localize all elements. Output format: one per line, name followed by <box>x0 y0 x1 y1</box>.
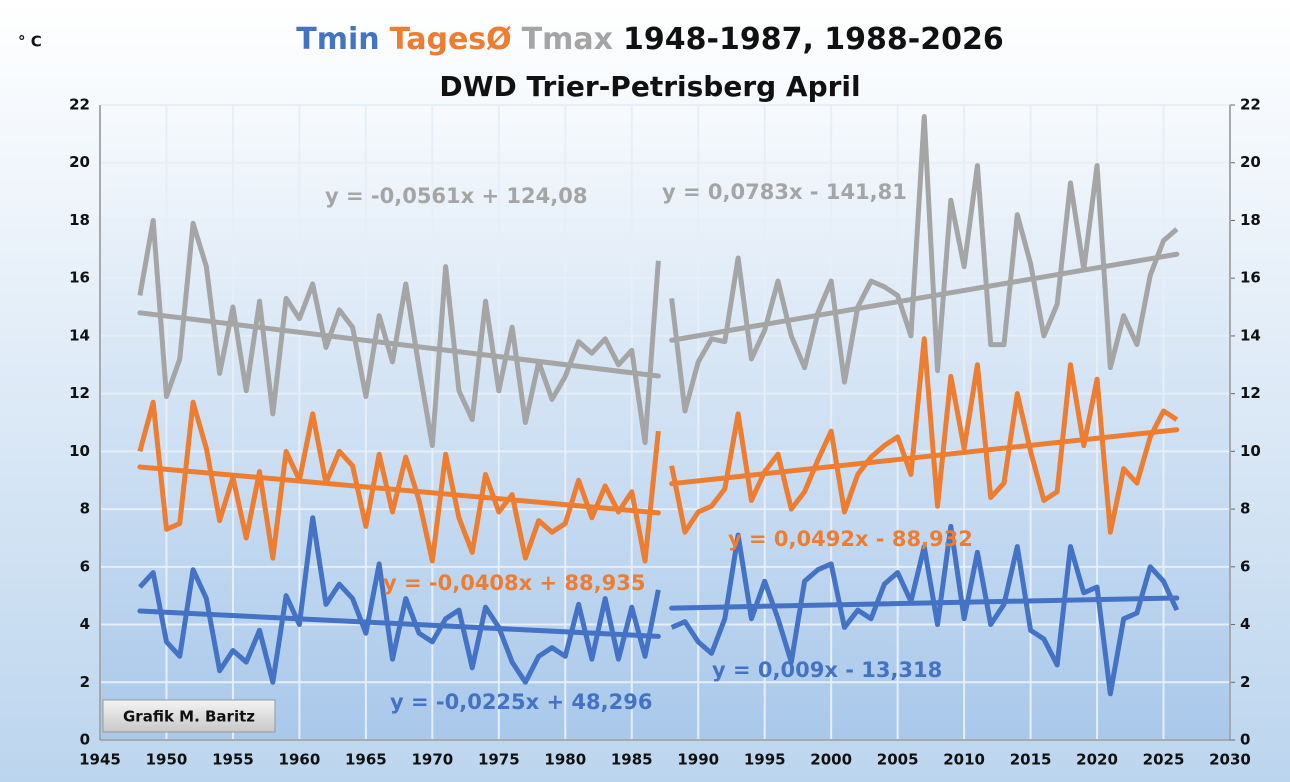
y-tick-label: 8 <box>80 500 90 518</box>
trend-line <box>137 464 661 516</box>
data-line <box>137 399 661 564</box>
y-tick-label: 2 <box>80 673 90 691</box>
x-tick-label: 2005 <box>877 751 919 769</box>
trend-line <box>669 595 1180 611</box>
y2-tick-label: 0 <box>1240 731 1250 749</box>
chart-title: Tmin TagesØ Tmax 1948-1987, 1988-2026 <box>296 22 1003 57</box>
y-tick-label: 22 <box>69 96 90 114</box>
trend-line <box>669 251 1180 343</box>
x-tick-label: 1985 <box>611 751 653 769</box>
y2-tick-label: 4 <box>1240 615 1250 633</box>
trend-equation: y = -0,0561x + 124,08 <box>325 184 587 208</box>
x-tick-label: 2010 <box>943 751 985 769</box>
x-tick-label: 2020 <box>1076 751 1118 769</box>
y2-tick-label: 8 <box>1240 500 1250 518</box>
y2-tick-label: 2 <box>1240 673 1250 691</box>
data-line <box>137 217 661 449</box>
x-tick-label: 1950 <box>146 751 188 769</box>
y-tick-label: 6 <box>80 557 90 575</box>
x-tick-label: 1960 <box>279 751 321 769</box>
trend-equation: y = -0,0408x + 88,935 <box>383 571 645 595</box>
y-unit: ° C <box>18 33 42 51</box>
y-tick-label: 12 <box>69 384 90 402</box>
x-tick-label: 1975 <box>478 751 520 769</box>
title-part: TagesØ <box>390 22 512 57</box>
y-tick-label: 16 <box>69 269 90 287</box>
y2-tick-label: 18 <box>1240 211 1261 229</box>
x-tick-label: 1965 <box>345 751 387 769</box>
x-tick-label: 2030 <box>1209 751 1251 769</box>
title-part: 1948-1987, 1988-2026 <box>623 22 1004 57</box>
credit-box <box>102 699 276 733</box>
trend-line <box>137 608 661 639</box>
plot-area <box>100 105 1230 740</box>
trend-equation: y = -0,0225x + 48,296 <box>390 690 652 714</box>
trend-line <box>137 310 661 379</box>
x-tick-label: 2025 <box>1143 751 1185 769</box>
y-tick-label: 10 <box>69 442 90 460</box>
trend-equation: y = 0,0492x - 88,932 <box>728 527 973 551</box>
credit: Grafik M. Baritz <box>123 708 255 726</box>
title-part: Tmax <box>522 22 613 57</box>
x-tick-label: 2000 <box>810 751 852 769</box>
y2-tick-label: 14 <box>1240 326 1261 344</box>
x-tick-label: 1980 <box>544 751 586 769</box>
chart-subtitle: DWD Trier-Petrisberg April <box>439 70 860 103</box>
data-line <box>669 336 1179 535</box>
x-tick-label: 2015 <box>1010 751 1052 769</box>
y2-tick-label: 22 <box>1240 96 1261 114</box>
y2-tick-label: 20 <box>1240 153 1261 171</box>
y2-tick-label: 6 <box>1240 557 1250 575</box>
x-tick-label: 1995 <box>744 751 786 769</box>
y-tick-label: 0 <box>80 731 90 749</box>
trend-equation: y = 0,0783x - 141,81 <box>662 180 907 204</box>
trend-equation: y = 0,009x - 13,318 <box>712 658 942 682</box>
y-tick-label: 14 <box>69 326 90 344</box>
y-tick-label: 18 <box>69 211 90 229</box>
x-tick-label: 1990 <box>677 751 719 769</box>
x-tick-label: 1970 <box>411 751 453 769</box>
y2-tick-label: 10 <box>1240 442 1261 460</box>
data-line <box>669 114 1179 414</box>
title-part: Tmin <box>296 22 379 57</box>
trend-line <box>669 427 1180 487</box>
x-tick-label: 1945 <box>79 751 121 769</box>
y2-tick-label: 16 <box>1240 269 1261 287</box>
y-tick-label: 20 <box>69 153 90 171</box>
y-tick-label: 4 <box>80 615 90 633</box>
y2-tick-label: 12 <box>1240 384 1261 402</box>
x-tick-label: 1955 <box>212 751 254 769</box>
